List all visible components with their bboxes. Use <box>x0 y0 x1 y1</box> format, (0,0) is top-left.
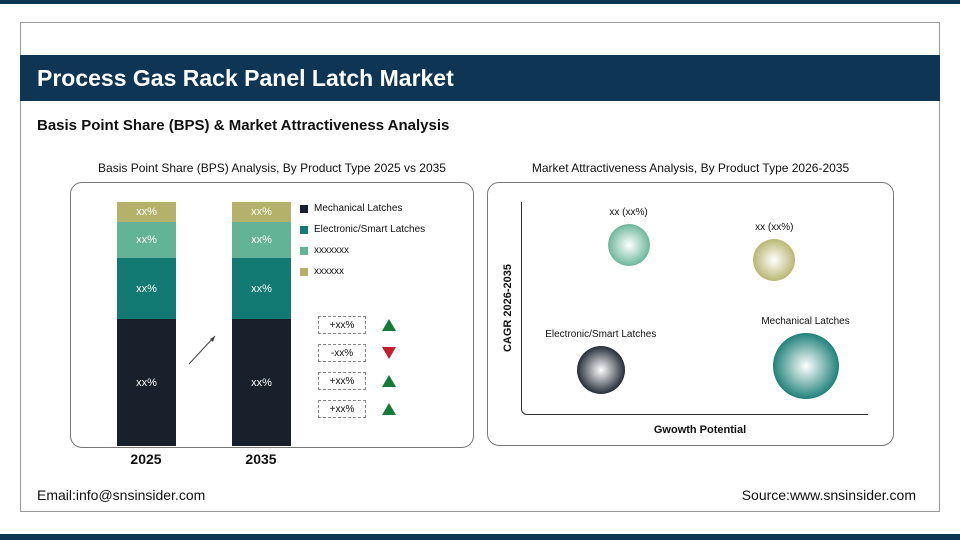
legend-swatch <box>300 204 308 213</box>
triangle-up-icon <box>382 403 396 415</box>
bubble-label: xx (xx%) <box>755 221 794 233</box>
legend-item: Electronic/Smart Latches <box>300 224 425 235</box>
triangle-down-icon <box>382 347 396 359</box>
attractiveness-chart-title: Market Attractiveness Analysis, By Produ… <box>531 161 850 175</box>
legend-label: xxxxxx <box>314 266 344 277</box>
bar-segment: xx% <box>117 202 176 222</box>
bubble-label: Mechanical Latches <box>761 316 850 327</box>
bps-chart-title: Basis Point Share (BPS) Analysis, By Pro… <box>98 161 446 175</box>
legend-item: xxxxxxx <box>300 245 349 256</box>
bar-segment: xx% <box>232 221 291 259</box>
bubble <box>753 238 796 281</box>
change-box: -xx% <box>318 344 366 362</box>
attractiveness-panel <box>487 182 894 446</box>
trend-arrow-icon <box>188 335 216 365</box>
bubble-label: xx (xx%) <box>609 206 648 218</box>
footer-email: Email:info@snsinsider.com <box>37 487 206 503</box>
bar-segment: xx% <box>117 258 176 320</box>
frame <box>20 22 940 512</box>
bar-segment: xx% <box>117 319 176 446</box>
bar-2035: xx% xx% xx% xx% <box>232 202 291 446</box>
bar-2025: xx% xx% xx% xx% <box>117 202 176 446</box>
page-title: Process Gas Rack Panel Latch Market <box>20 55 940 101</box>
change-box: +xx% <box>318 316 366 334</box>
bar-segment: xx% <box>232 258 291 320</box>
bar-segment: xx% <box>232 202 291 222</box>
legend-item: Mechanical Latches <box>300 203 402 214</box>
legend-swatch <box>300 225 308 234</box>
bottom-strip <box>0 534 960 540</box>
bubble <box>576 346 625 395</box>
triangle-up-icon <box>382 375 396 387</box>
bar-segment: xx% <box>232 319 291 446</box>
bubble-label: Electronic/Smart Latches <box>545 329 657 341</box>
top-strip <box>0 0 960 4</box>
change-box: +xx% <box>318 372 366 390</box>
change-box: +xx% <box>318 400 366 418</box>
legend-swatch <box>300 267 308 276</box>
legend-item: xxxxxx <box>300 266 344 277</box>
y-axis-label: CAGR 2026-2035 <box>502 263 514 353</box>
bar-segment: xx% <box>117 221 176 259</box>
footer-source: Source:www.snsinsider.com <box>741 487 916 503</box>
legend-label: xxxxxxx <box>314 245 349 256</box>
bubble <box>607 223 650 266</box>
scatter-axes <box>521 202 868 415</box>
bubble <box>772 333 839 399</box>
triangle-up-icon <box>382 319 396 331</box>
legend-label: Electronic/Smart Latches <box>314 224 426 235</box>
subtitle: Basis Point Share (BPS) & Market Attract… <box>37 117 450 134</box>
x-tick-label: 2025 <box>130 451 162 467</box>
x-axis-label: Gwowth Potential <box>653 424 747 436</box>
bps-panel <box>70 182 474 448</box>
legend-label: Mechanical Latches <box>314 203 403 214</box>
x-tick-label: 2035 <box>245 451 277 467</box>
legend-swatch <box>300 246 308 255</box>
